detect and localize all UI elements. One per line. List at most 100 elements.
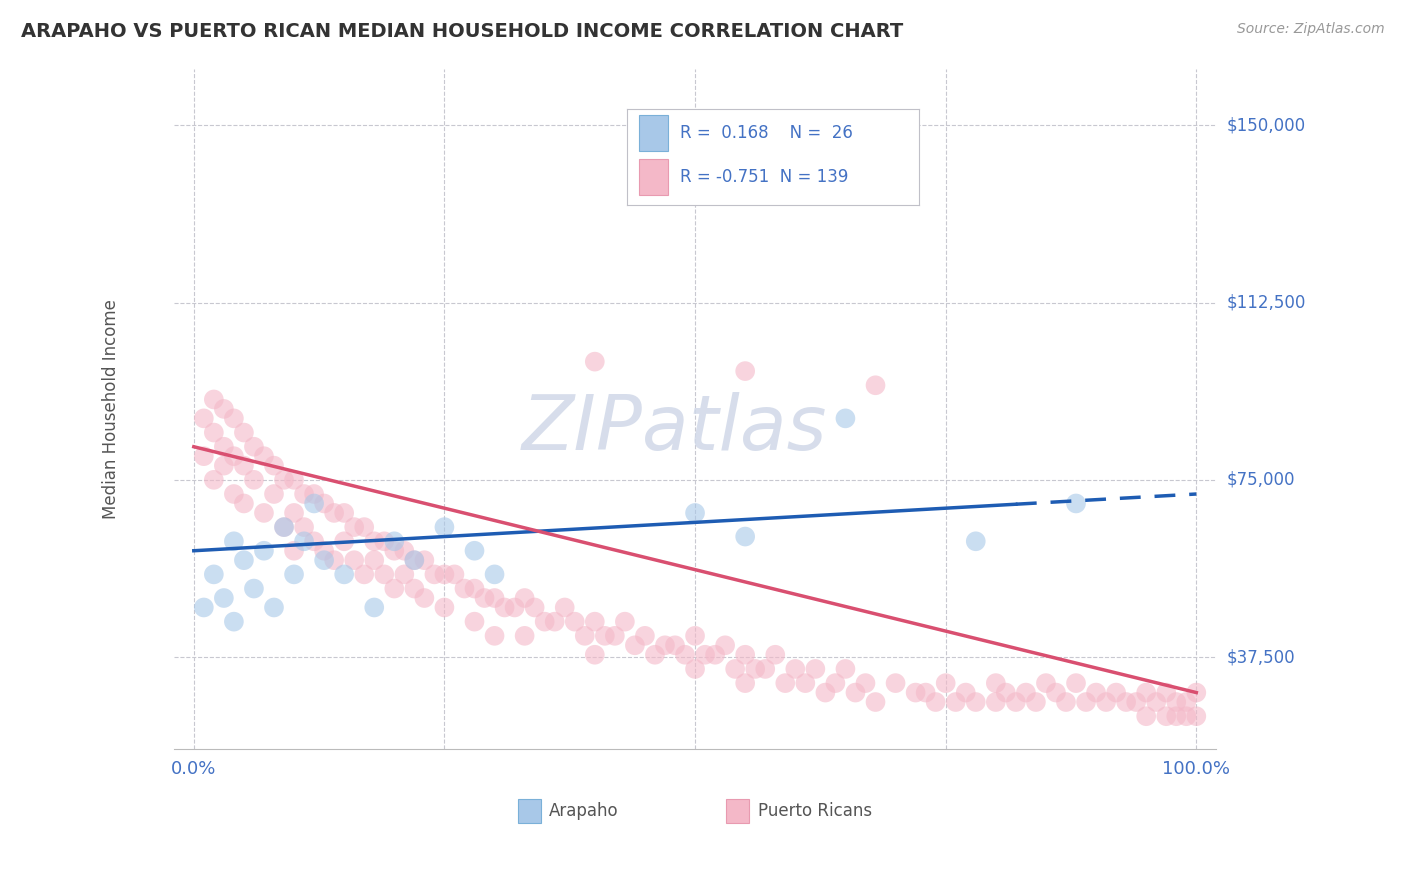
Point bbox=[463, 615, 485, 629]
Text: ARAPAHO VS PUERTO RICAN MEDIAN HOUSEHOLD INCOME CORRELATION CHART: ARAPAHO VS PUERTO RICAN MEDIAN HOUSEHOLD… bbox=[21, 22, 903, 41]
Text: $112,500: $112,500 bbox=[1227, 293, 1306, 311]
Point bbox=[423, 567, 446, 582]
Point bbox=[513, 591, 536, 605]
Point bbox=[243, 440, 266, 454]
Point bbox=[865, 695, 887, 709]
Point bbox=[283, 473, 305, 487]
Text: $150,000: $150,000 bbox=[1227, 116, 1306, 135]
Point bbox=[273, 520, 295, 534]
Point bbox=[212, 440, 235, 454]
Point bbox=[613, 615, 636, 629]
Point bbox=[624, 638, 647, 652]
Point bbox=[343, 520, 366, 534]
Point bbox=[433, 520, 456, 534]
Point bbox=[314, 553, 336, 567]
Point bbox=[593, 629, 616, 643]
Text: $75,000: $75,000 bbox=[1227, 471, 1295, 489]
Point bbox=[283, 506, 305, 520]
Point bbox=[314, 496, 336, 510]
Point bbox=[283, 567, 305, 582]
Point bbox=[683, 506, 706, 520]
Point bbox=[433, 600, 456, 615]
Point bbox=[1064, 676, 1087, 690]
Point bbox=[693, 648, 716, 662]
Point bbox=[193, 449, 215, 463]
Point bbox=[1166, 695, 1188, 709]
Point bbox=[1144, 695, 1167, 709]
Text: $37,500: $37,500 bbox=[1227, 648, 1295, 666]
Point bbox=[373, 567, 395, 582]
Point bbox=[904, 685, 927, 699]
Text: Source: ZipAtlas.com: Source: ZipAtlas.com bbox=[1237, 22, 1385, 37]
Point bbox=[865, 378, 887, 392]
Point bbox=[253, 543, 276, 558]
Point bbox=[463, 543, 485, 558]
Point bbox=[1154, 685, 1177, 699]
Point bbox=[1115, 695, 1137, 709]
Point bbox=[583, 615, 606, 629]
Point bbox=[202, 473, 225, 487]
Text: Arapaho: Arapaho bbox=[550, 802, 619, 820]
Point bbox=[683, 662, 706, 676]
Point bbox=[724, 662, 747, 676]
Point bbox=[884, 676, 907, 690]
Point bbox=[1135, 685, 1157, 699]
Point bbox=[382, 543, 405, 558]
Point bbox=[683, 629, 706, 643]
Point bbox=[302, 496, 325, 510]
Point bbox=[292, 534, 315, 549]
Point bbox=[834, 662, 856, 676]
Point bbox=[263, 600, 285, 615]
Point bbox=[222, 449, 245, 463]
Point bbox=[794, 676, 817, 690]
Point bbox=[212, 401, 235, 416]
Point bbox=[382, 534, 405, 549]
Point bbox=[1045, 685, 1067, 699]
Point bbox=[1125, 695, 1147, 709]
Point bbox=[1185, 709, 1208, 723]
Point bbox=[292, 487, 315, 501]
Point bbox=[1154, 709, 1177, 723]
Point bbox=[413, 553, 436, 567]
Point bbox=[1185, 685, 1208, 699]
Point bbox=[363, 534, 385, 549]
Point bbox=[263, 487, 285, 501]
Point bbox=[202, 425, 225, 440]
Point bbox=[775, 676, 797, 690]
Point bbox=[443, 567, 465, 582]
Point bbox=[222, 487, 245, 501]
Point bbox=[644, 648, 666, 662]
Point bbox=[323, 506, 346, 520]
Point bbox=[232, 553, 254, 567]
Point bbox=[292, 520, 315, 534]
Point bbox=[323, 553, 346, 567]
Point bbox=[994, 685, 1017, 699]
Point bbox=[302, 487, 325, 501]
Point bbox=[523, 600, 546, 615]
Point bbox=[814, 685, 837, 699]
Point bbox=[1005, 695, 1028, 709]
FancyBboxPatch shape bbox=[727, 799, 749, 822]
Point bbox=[583, 648, 606, 662]
Point bbox=[503, 600, 526, 615]
Point bbox=[1085, 685, 1108, 699]
Point bbox=[734, 676, 756, 690]
Point bbox=[1015, 685, 1038, 699]
Point bbox=[1064, 496, 1087, 510]
Point bbox=[333, 506, 356, 520]
Point bbox=[914, 685, 936, 699]
Point bbox=[634, 629, 657, 643]
Point bbox=[785, 662, 807, 676]
Point bbox=[283, 543, 305, 558]
Point bbox=[222, 411, 245, 425]
Point bbox=[924, 695, 946, 709]
Point bbox=[533, 615, 555, 629]
Point bbox=[763, 648, 786, 662]
Point bbox=[453, 582, 475, 596]
Point bbox=[484, 629, 506, 643]
Point bbox=[603, 629, 626, 643]
Point bbox=[373, 534, 395, 549]
Point bbox=[232, 458, 254, 473]
Point bbox=[574, 629, 596, 643]
Point bbox=[804, 662, 827, 676]
